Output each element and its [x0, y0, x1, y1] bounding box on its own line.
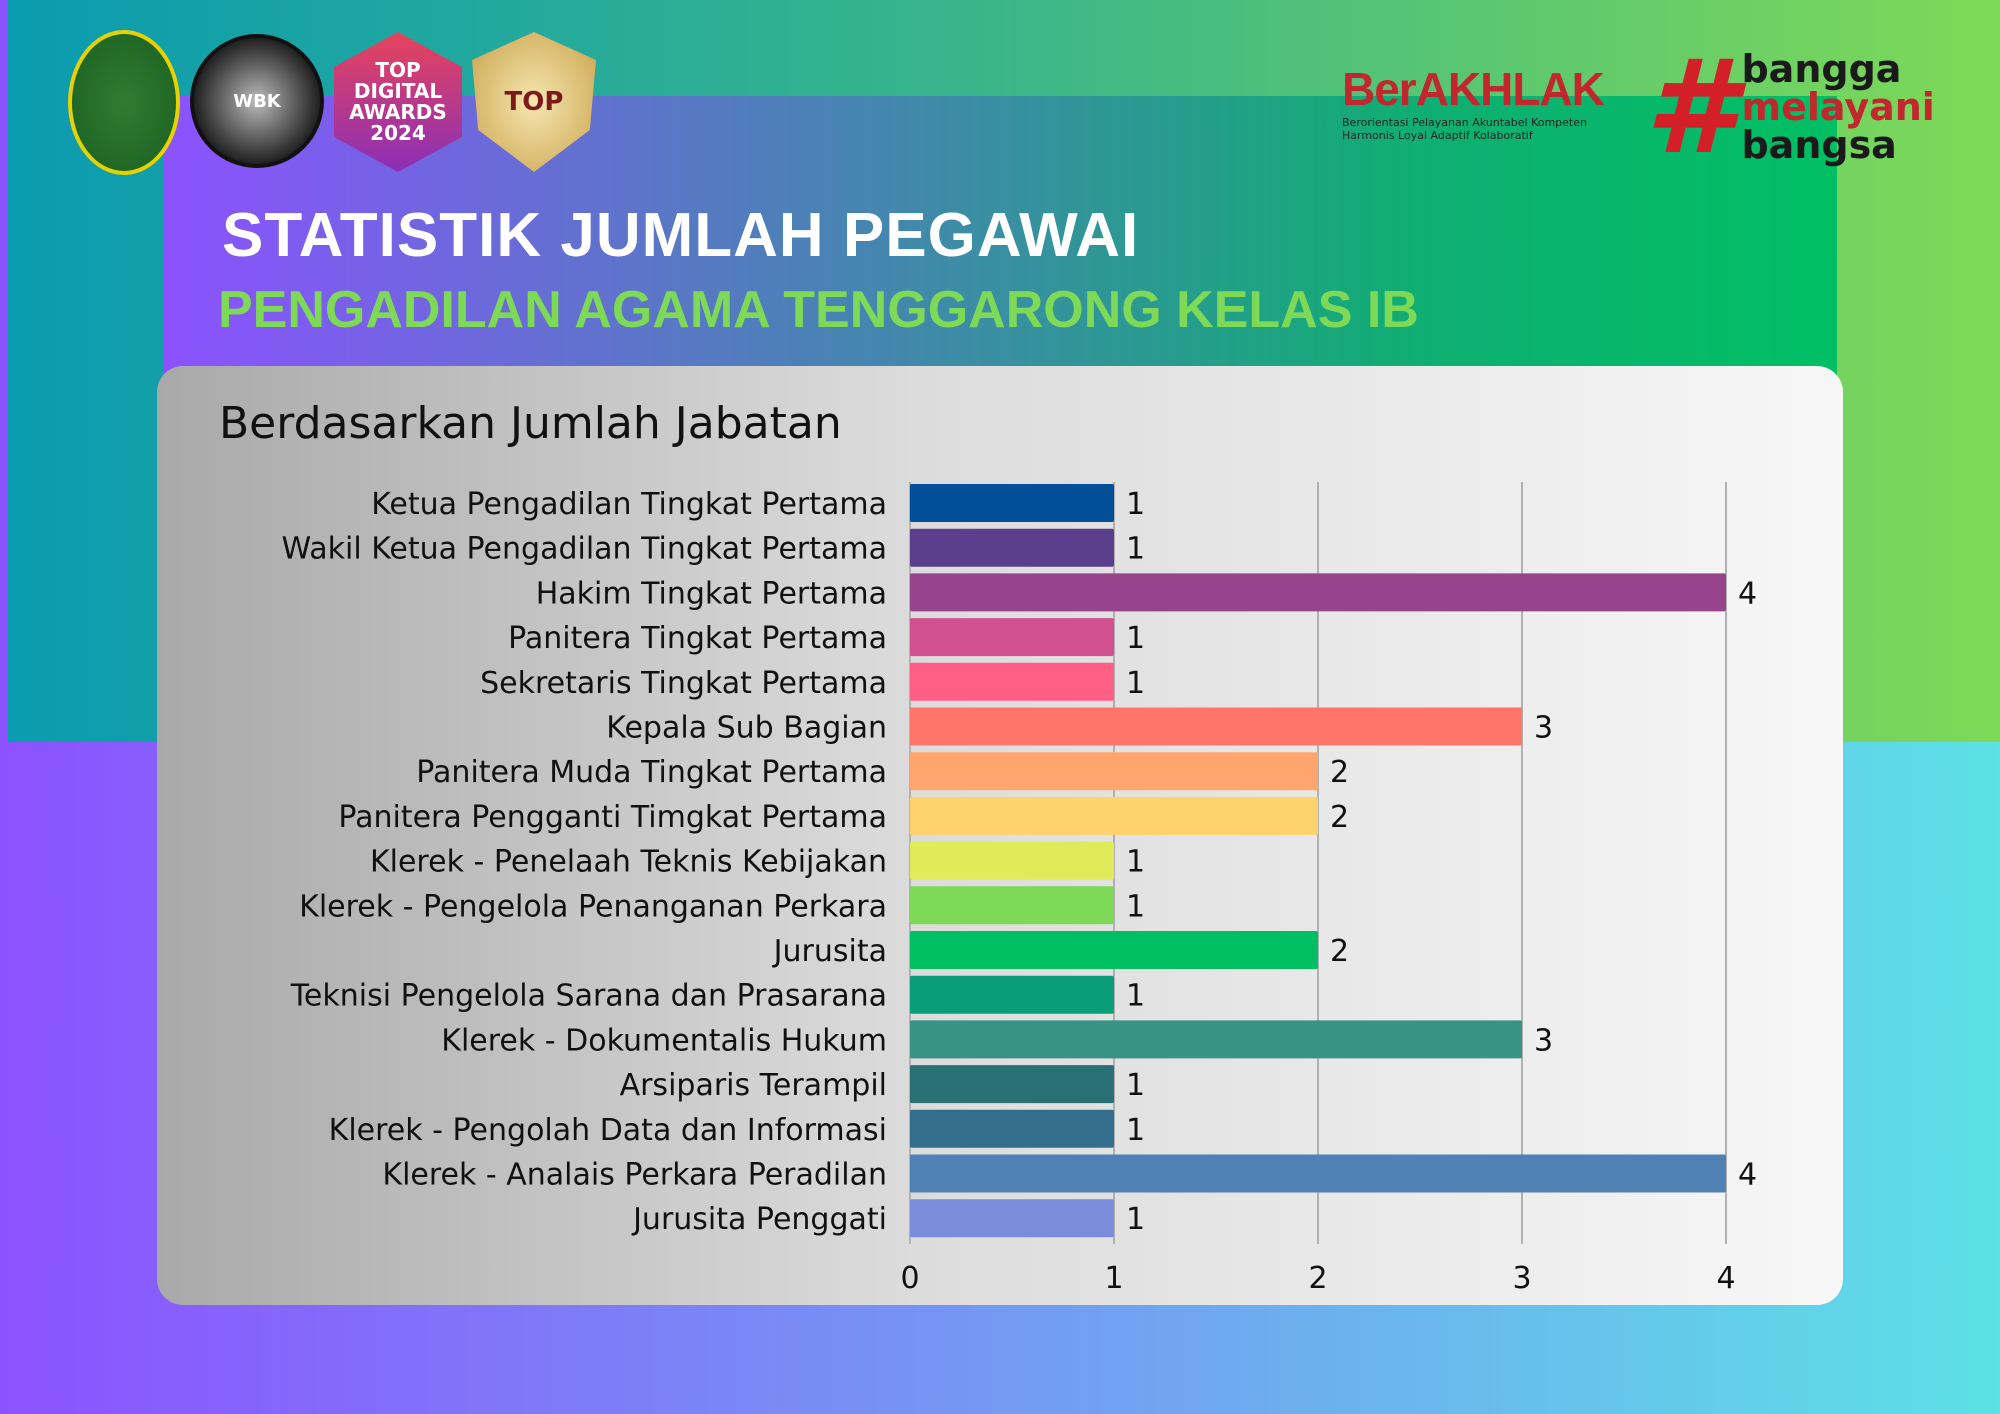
bar	[910, 528, 1114, 567]
data-label: 1	[1126, 1068, 1145, 1103]
bar	[910, 841, 1114, 880]
bar	[910, 1199, 1114, 1238]
berakhlak-text: BerAKHLAK	[1342, 63, 1605, 115]
page-title: STATISTIK JUMLAH PEGAWAI	[222, 201, 1140, 270]
wbk-logo-text: WBK	[233, 90, 281, 112]
data-label: 1	[1126, 889, 1145, 924]
category-label: Hakim Tingkat Pertama	[536, 576, 887, 611]
category-label: Teknisi Pengelola Sarana dan Prasarana	[290, 979, 887, 1014]
bar	[910, 618, 1114, 657]
category-label: Jurusita	[772, 934, 887, 969]
top-logo-text: TOP	[504, 87, 564, 117]
data-label: 3	[1534, 711, 1553, 746]
bar	[910, 484, 1114, 522]
category-label: Klerek - Dokumentalis Hukum	[441, 1023, 887, 1058]
x-tick-label: 3	[1512, 1261, 1531, 1296]
data-label: 2	[1330, 800, 1349, 835]
hashtag-icon: #	[1645, 31, 1736, 183]
category-label: Arsiparis Terampil	[620, 1068, 887, 1103]
bar	[910, 1109, 1114, 1148]
x-tick-label: 0	[900, 1261, 919, 1296]
bar	[910, 1020, 1522, 1059]
bar	[910, 1154, 1726, 1193]
background-strip	[0, 0, 8, 742]
bar-chart: 0 1 2 3 4 Ketua Pengadilan Tingkat Pertama 1 Wa…	[282, 482, 1757, 1296]
data-label: 1	[1126, 979, 1145, 1014]
page-subtitle: PENGADILAN AGAMA TENGGARONG KELAS IB	[218, 281, 1419, 339]
bar	[910, 886, 1114, 925]
data-label: 1	[1126, 666, 1145, 701]
bar	[910, 752, 1318, 791]
data-label: 3	[1534, 1023, 1553, 1058]
bar	[910, 1065, 1114, 1104]
berakhlak-logo: BerAKHLAK Berorientasi Pelayanan Akuntab…	[1342, 62, 1612, 142]
pengadilan-agama-logo	[68, 30, 180, 175]
data-label: 1	[1126, 845, 1145, 880]
category-label: Klerek - Pengolah Data dan Informasi	[329, 1113, 887, 1148]
category-label: Ketua Pengadilan Tingkat Pertama	[371, 487, 887, 522]
category-label: Kepala Sub Bagian	[606, 711, 887, 746]
bar	[910, 662, 1114, 701]
category-label: Jurusita Penggati	[631, 1202, 887, 1237]
data-label: 4	[1738, 1158, 1757, 1193]
x-tick-label: 2	[1308, 1261, 1327, 1296]
bangga-melayani-bangsa-logo: # bangga melayani bangsa	[1645, 42, 1935, 172]
melayani-text: melayani	[1741, 85, 1935, 129]
category-label: Sekretaris Tingkat Pertama	[480, 666, 887, 701]
data-label: 4	[1738, 576, 1757, 611]
category-label: Panitera Pengganti Timgkat Pertama	[338, 800, 887, 835]
top-digital-awards-logo: TOP DIGITAL AWARDS 2024	[334, 32, 462, 172]
x-tick-label: 4	[1716, 1261, 1735, 1296]
category-label: Panitera Muda Tingkat Pertama	[416, 755, 887, 790]
category-label: Klerek - Penelaah Teknis Kebijakan	[370, 845, 887, 880]
x-tick-label: 1	[1104, 1261, 1123, 1296]
bar	[910, 796, 1318, 835]
chart-card: Berdasarkan Jumlah Jabatan 0 1 2 3 4 Ketua Pe…	[157, 366, 1843, 1305]
data-label: 1	[1126, 487, 1145, 522]
bar	[910, 707, 1522, 746]
data-label: 1	[1126, 621, 1145, 656]
bangga-text: bangga	[1741, 47, 1902, 91]
bar	[910, 931, 1318, 969]
data-label: 2	[1330, 755, 1349, 790]
data-label: 1	[1126, 1202, 1145, 1237]
category-label: Wakil Ketua Pengadilan Tingkat Pertama	[282, 532, 888, 567]
berakhlak-tagline: Berorientasi Pelayanan Akuntabel Kompete…	[1342, 116, 1587, 142]
category-label: Panitera Tingkat Pertama	[508, 621, 887, 656]
bar	[910, 975, 1114, 1014]
bar	[910, 573, 1726, 612]
category-label: Klerek - Pengelola Penanganan Perkara	[299, 889, 887, 924]
data-label: 2	[1330, 934, 1349, 969]
category-label: Klerek - Analais Perkara Peradilan	[382, 1158, 887, 1193]
chart-title: Berdasarkan Jumlah Jabatan	[219, 398, 842, 449]
data-label: 1	[1126, 532, 1145, 567]
bangsa-text: bangsa	[1741, 123, 1897, 167]
wbk-zona-integritas-logo: WBK	[190, 34, 324, 168]
top-digital-logo-text: TOP DIGITAL AWARDS 2024	[349, 58, 447, 145]
data-label: 1	[1126, 1113, 1145, 1148]
